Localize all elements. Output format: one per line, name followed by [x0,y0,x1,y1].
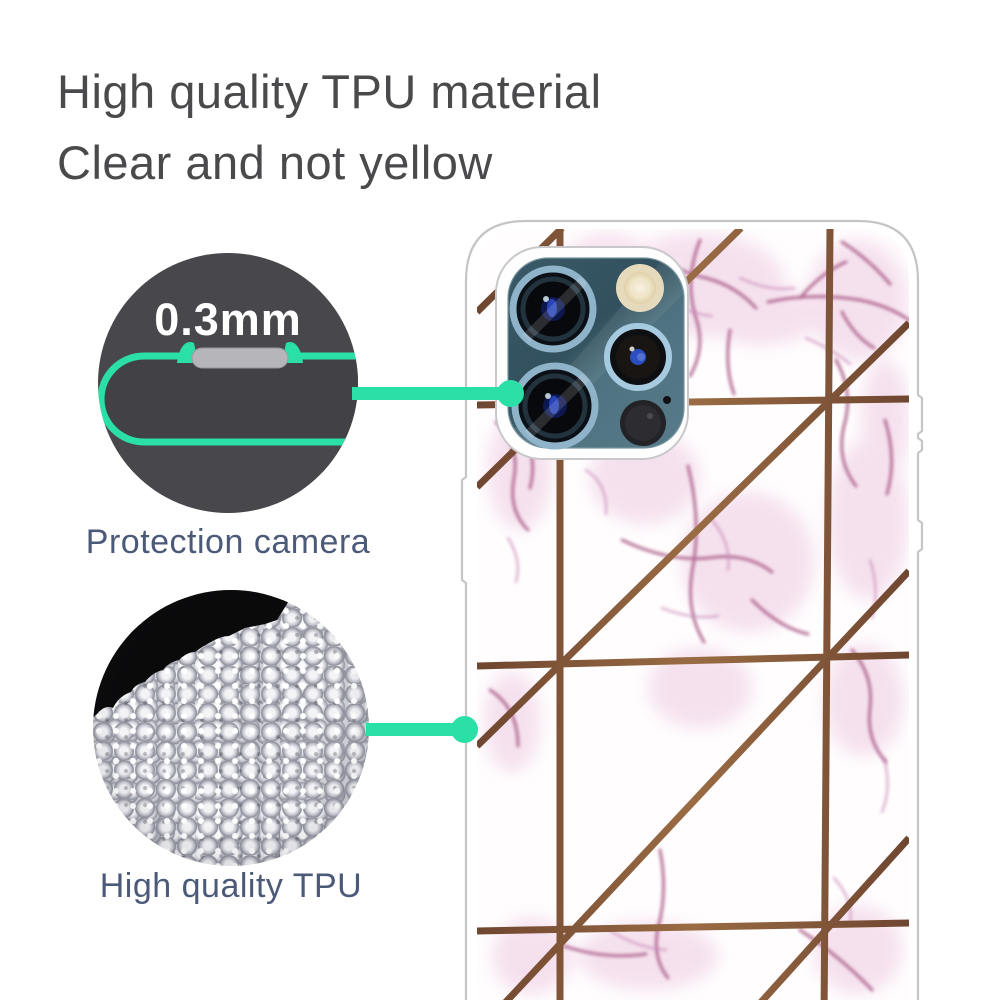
camera-module [507,257,685,450]
mic-hole [663,396,671,404]
lens-top-left [509,265,597,353]
title-line-1: High quality TPU material [57,65,602,118]
leader-line-thickness [352,387,502,400]
phone-case-image [460,219,924,1000]
page-title: High quality TPU material Clear and not … [57,56,602,198]
case-edge-outline [98,352,358,446]
black-background-wedge [93,590,296,718]
pellets-shadow-backdrop [93,590,296,718]
camera-ledge-button [191,347,289,369]
title-line-2: Clear and not yellow [57,136,493,189]
lidar-sensor [620,400,666,446]
protection-camera-label: Protection camera [85,523,371,561]
lens-bottom-left [511,362,599,450]
photo-vignette [93,590,369,866]
case-cross-section-diagram [98,341,358,446]
leader-dot-thickness [497,380,524,407]
lens-right [604,323,672,391]
leader-dot-material [451,716,478,743]
marble-pattern [477,229,909,1000]
thickness-callout-circle [98,253,358,513]
tpu-pellets-photo [93,590,369,866]
leader-line-material [366,723,454,736]
thickness-badge: 0.3mm [154,294,302,345]
high-quality-tpu-label: High quality TPU [99,867,363,905]
flash-light [616,264,664,312]
